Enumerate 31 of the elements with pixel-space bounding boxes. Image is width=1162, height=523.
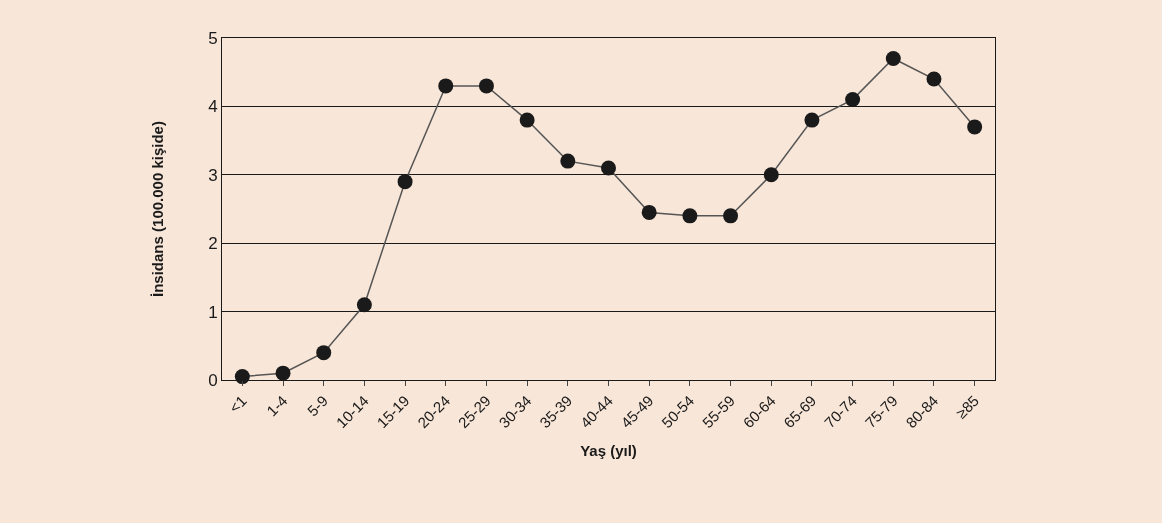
y-axis-title: İnsidans (100.000 kişide) (149, 121, 167, 297)
x-tick-label: 5-9 (303, 391, 332, 420)
point (682, 208, 698, 224)
point (478, 78, 494, 94)
y-tick-label: 5 (208, 28, 218, 48)
point (845, 92, 861, 108)
y-tick-label: 2 (208, 234, 218, 254)
x-tick-label: <1 (225, 391, 250, 417)
point (438, 78, 454, 94)
point (804, 112, 820, 128)
point (641, 204, 657, 220)
point (763, 167, 779, 183)
point (601, 160, 616, 176)
point (234, 369, 250, 385)
point (397, 174, 413, 190)
point (356, 297, 372, 313)
x-tick-label: 1-4 (263, 391, 291, 420)
point (723, 208, 739, 224)
y-tick-label: 4 (208, 97, 218, 117)
point (519, 112, 535, 128)
point (967, 119, 983, 135)
point (316, 345, 332, 361)
y-tick-label: 1 (208, 302, 218, 322)
x-tick-label: ≥85 (952, 391, 983, 422)
x-axis-title: Yaş (yıl) (580, 442, 637, 460)
y-tick-label: 0 (208, 370, 218, 390)
y-tick-label: 3 (208, 165, 218, 185)
point (275, 365, 291, 381)
point (560, 153, 576, 169)
point (885, 51, 901, 67)
point (926, 71, 942, 87)
